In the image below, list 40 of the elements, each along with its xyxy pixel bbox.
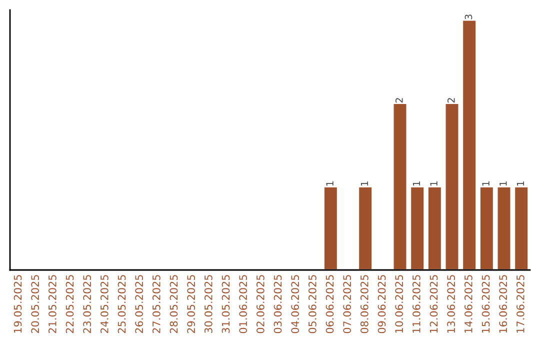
- data-label: 2: [447, 98, 455, 103]
- x-tick-label: 13.06.2025: [447, 275, 456, 333]
- data-label: 1: [500, 181, 507, 186]
- x-tick-label: 04.06.2025: [291, 275, 300, 334]
- x-tick-label: 10.06.2025: [395, 275, 404, 333]
- data-label: 1: [482, 181, 490, 186]
- x-tick-label: 28.05.2025: [170, 275, 178, 334]
- x-tick-label: 15.06.2025: [482, 275, 490, 333]
- x-tick-label: 27.05.2025: [152, 275, 160, 334]
- x-tick-label: 05.06.2025: [308, 275, 316, 334]
- x-tick-label: 01.06.2025: [239, 275, 248, 334]
- x-tick-label: 31.05.2025: [222, 275, 230, 334]
- x-tick-label: 07.06.2025: [343, 275, 352, 334]
- x-tick-label: 12.06.2025: [430, 275, 438, 333]
- x-tick-label: 29.05.2025: [187, 275, 196, 334]
- x-tick-label: 21.05.2025: [48, 275, 56, 334]
- data-label: 1: [326, 181, 334, 186]
- x-tick-label: 14.06.2025: [464, 275, 472, 333]
- data-label: 1: [360, 181, 368, 186]
- data-label: 1: [516, 181, 524, 186]
- x-tick-label: 11.06.2025: [412, 275, 420, 333]
- x-tick-label: 20.05.2025: [31, 275, 40, 334]
- x-tick-label: 30.05.2025: [204, 275, 212, 334]
- x-tick-label: 23.05.2025: [83, 275, 92, 334]
- x-tick-label: 06.06.2025: [326, 275, 334, 334]
- x-tick-label: 09.06.2025: [378, 275, 386, 334]
- data-label: 3: [464, 14, 472, 20]
- data-label: 1: [430, 181, 438, 186]
- x-tick-label: 24.05.2025: [100, 275, 108, 334]
- x-tick-label: 08.06.2025: [360, 275, 368, 334]
- data-label: 1: [412, 181, 420, 186]
- x-tick-label: 03.06.2025: [274, 275, 282, 334]
- x-tick-label: 02.06.2025: [256, 275, 264, 334]
- x-tick-label: 16.06.2025: [499, 275, 508, 333]
- x-tick-label: 19.05.2025: [14, 275, 22, 333]
- x-tick-label: 22.05.2025: [66, 275, 74, 334]
- x-tick-label: 25.05.2025: [118, 275, 126, 334]
- data-label: 2: [395, 98, 403, 103]
- x-tick-label: 17.06.2025: [516, 275, 524, 333]
- x-tick-label: 26.05.2025: [135, 275, 144, 334]
